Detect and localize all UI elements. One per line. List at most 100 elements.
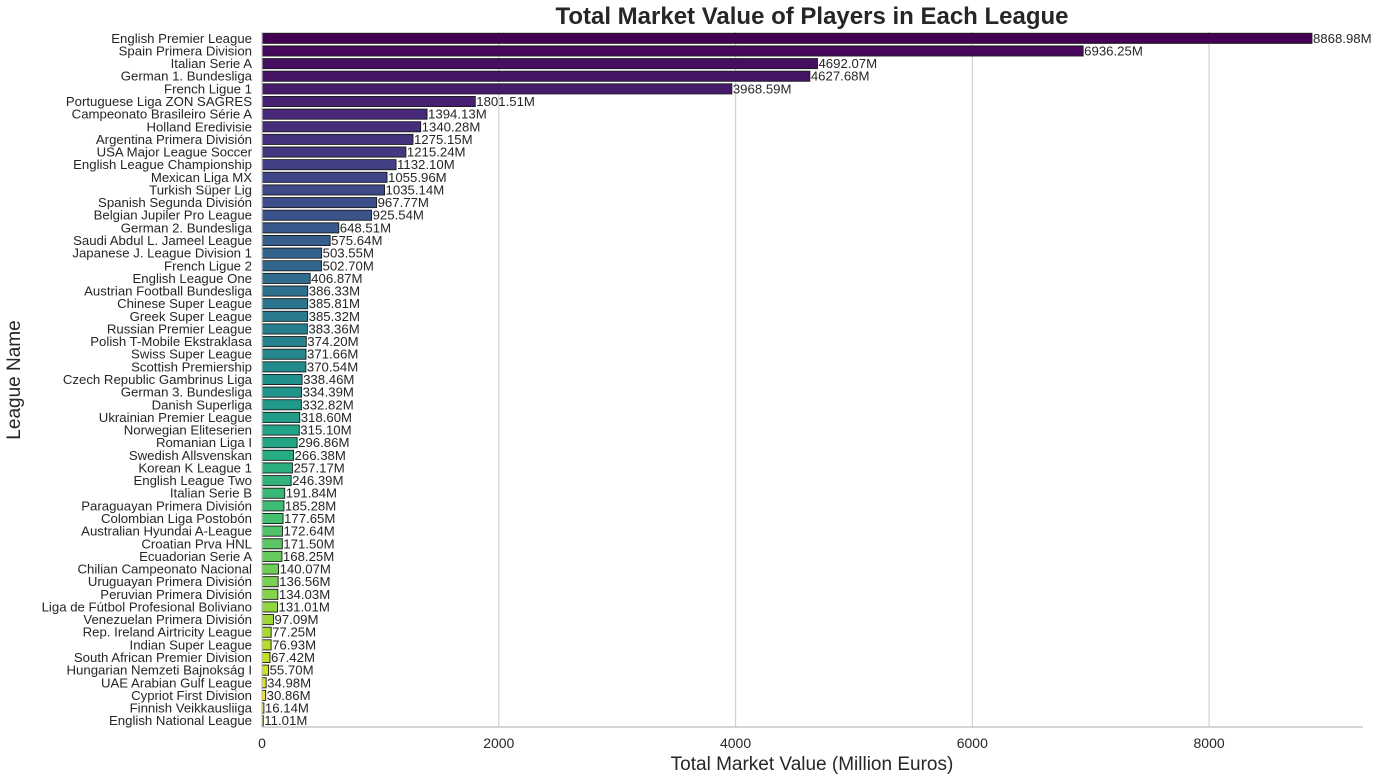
- bar: [261, 146, 407, 158]
- bar: [261, 83, 733, 95]
- bar-value-label: 406.87M: [311, 271, 362, 286]
- bar-value-label: 8868.98M: [1313, 31, 1372, 46]
- bar-value-label: 925.54M: [373, 208, 424, 223]
- bar: [261, 424, 300, 436]
- category-label: German 2. Bundesliga: [121, 220, 253, 235]
- bar: [261, 209, 373, 221]
- bar-value-label: 191.84M: [286, 486, 337, 501]
- category-label: Venezuelan Primera División: [83, 612, 252, 627]
- category-label: Scottish Premiership: [131, 359, 252, 374]
- x-tick-label: 8000: [1194, 735, 1225, 751]
- category-label: Mexican Liga MX: [151, 170, 252, 185]
- bar: [261, 260, 322, 272]
- bar: [261, 399, 302, 411]
- bar-value-label: 648.51M: [340, 220, 391, 235]
- bar-value-label: 140.07M: [280, 562, 331, 577]
- category-label: Colombian Liga Postobón: [101, 511, 252, 526]
- bar-value-label: 1275.15M: [414, 132, 473, 147]
- gridlines: [498, 32, 1210, 727]
- bar: [261, 159, 397, 171]
- bar: [261, 677, 267, 689]
- x-tick-label: 2000: [483, 735, 514, 751]
- bar-value-label: 6936.25M: [1084, 43, 1143, 58]
- category-label: Paraguayan Primera División: [81, 498, 252, 513]
- category-label: Romanian Liga I: [156, 435, 252, 450]
- bar-value-label: 168.25M: [283, 549, 334, 564]
- bar: [261, 285, 309, 297]
- bar-value-label: 4627.68M: [811, 69, 870, 84]
- bar-value-label: 334.39M: [303, 385, 354, 400]
- category-label: Spanish Segunda División: [98, 195, 252, 210]
- category-label: Ecuadorian Serie A: [139, 549, 252, 564]
- bar: [261, 133, 414, 145]
- category-label: Turkish Süper Lig: [149, 182, 252, 197]
- bar-value-label: 371.66M: [307, 347, 358, 362]
- bar-value-label: 34.98M: [267, 675, 311, 690]
- bar-value-label: 11.01M: [264, 713, 307, 728]
- category-label: Liga de Fútbol Profesional Boliviano: [42, 599, 252, 614]
- bar: [261, 626, 272, 638]
- category-label: Ukrainian Premier League: [99, 410, 252, 425]
- category-label: Saudi Abdul L. Jameel League: [73, 233, 252, 248]
- category-label: Russian Premier League: [107, 321, 252, 336]
- bar: [261, 184, 385, 196]
- bar-value-label: 246.39M: [292, 473, 343, 488]
- bar: [261, 437, 298, 449]
- bar: [261, 336, 307, 348]
- bar-value-label: 374.20M: [307, 334, 358, 349]
- bar-value-label: 177.65M: [284, 511, 335, 526]
- bar: [261, 108, 428, 120]
- bar-value-label: 503.55M: [323, 246, 374, 261]
- bar: [261, 58, 818, 70]
- bar-value-label: 136.56M: [279, 574, 330, 589]
- category-label: Croatian Prva HNL: [141, 536, 252, 551]
- bar-value-label: 77.25M: [272, 625, 316, 640]
- bar: [261, 525, 283, 537]
- category-label: English League Two: [133, 473, 252, 488]
- bar: [261, 487, 286, 499]
- bar: [261, 500, 285, 512]
- category-label: Uruguayan Primera División: [88, 574, 252, 589]
- bar-value-label: 575.64M: [331, 233, 382, 248]
- bar-value-label: 1132.10M: [397, 157, 455, 172]
- bar-value-label: 1055.96M: [388, 170, 447, 185]
- category-label: Chilian Campeonato Nacional: [78, 562, 253, 577]
- category-label: English Premier League: [111, 31, 252, 46]
- y-axis-label: League Name: [4, 320, 25, 439]
- category-label: Polish T-Mobile Ekstraklasa: [90, 334, 252, 349]
- bar: [261, 512, 284, 525]
- bar-value-label: 385.32M: [309, 309, 360, 324]
- x-tick-labels: 0 2000 4000 6000 8000: [258, 735, 1225, 751]
- bar-value-label: 1801.51M: [476, 94, 535, 109]
- category-label: English League Championship: [73, 157, 252, 172]
- bar-value-label: 30.86M: [267, 688, 311, 703]
- bar-value-label: 332.82M: [302, 397, 353, 412]
- bar: [261, 411, 301, 423]
- bar: [261, 588, 279, 600]
- bar-value-label: 315.10M: [300, 423, 351, 438]
- bar: [261, 298, 309, 310]
- bar-value-label: 97.09M: [274, 612, 318, 627]
- bar-value-label: 296.86M: [298, 435, 349, 450]
- bar: [261, 386, 303, 398]
- category-label: German 3. Bundesliga: [121, 385, 253, 400]
- category-label: English League One: [132, 271, 252, 286]
- category-label: Campeonato Brasileiro Série A: [72, 107, 253, 122]
- bar: [261, 234, 331, 247]
- bar-value-label: 4692.07M: [818, 56, 877, 71]
- bar-value-label: 1215.24M: [407, 145, 466, 160]
- bar: [261, 651, 271, 664]
- category-label: Cypriot First Division: [131, 688, 252, 703]
- category-label: Swiss Super League: [131, 347, 252, 362]
- category-label: Italian Serie A: [171, 56, 253, 71]
- bar-value-label: 131.01M: [279, 599, 330, 614]
- bar: [261, 538, 283, 550]
- bar: [261, 550, 283, 562]
- category-label: Italian Serie B: [170, 486, 252, 501]
- category-label: Holland Eredivisie: [146, 119, 252, 134]
- bar-value-label: 172.64M: [283, 524, 334, 539]
- bar-value-label: 185.28M: [285, 498, 336, 513]
- x-tick-label: 6000: [957, 735, 988, 751]
- bar-value-label: 1394.13M: [428, 107, 487, 122]
